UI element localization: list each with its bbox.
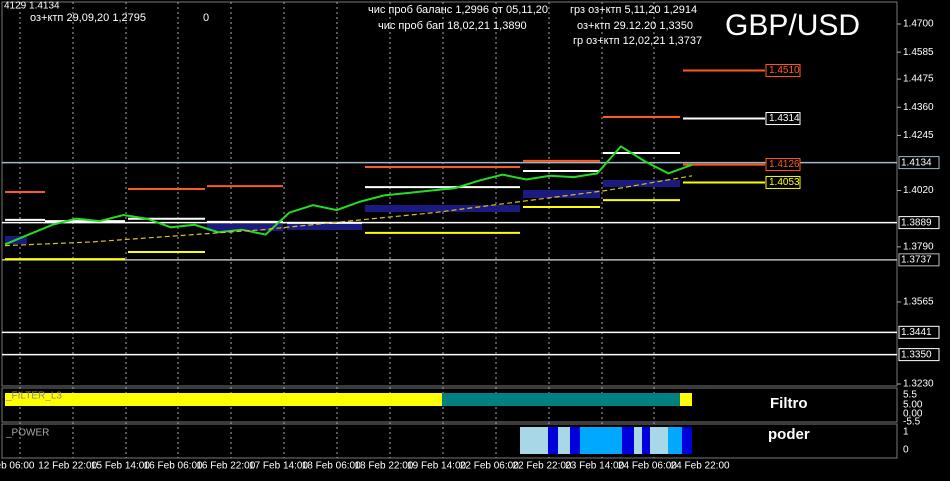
y-tick-label: 1.4700: [903, 19, 934, 30]
panel-tick: 1: [903, 427, 909, 438]
marker-box: [898, 216, 940, 230]
panel-name: _FILTER_L3: [5, 391, 62, 402]
marker-box: [898, 325, 940, 339]
y-tick-label: 1.3230: [903, 379, 934, 390]
filter-frame: [1, 387, 898, 423]
x-tick-label: eb 06:00: [0, 461, 35, 472]
filter-state: [5, 393, 442, 406]
day-separators: [19, 2, 655, 458]
panel-name: _POWER: [5, 428, 49, 439]
panel-tick: 5.5: [903, 390, 917, 401]
level-label: 1.4126: [769, 159, 800, 170]
x-tick-label: 22 Feb 06:00: [460, 461, 519, 472]
main-frame: [1, 1, 898, 387]
chart-title: GBP/USD: [725, 9, 860, 42]
annotation: 0: [203, 12, 209, 24]
power-blocks: [520, 427, 692, 454]
level-label: 1.4314: [769, 113, 800, 124]
power-frame: [1, 423, 898, 459]
filter-state: [680, 393, 692, 406]
x-tick-label: 18 Feb 22:00: [354, 461, 413, 472]
panel-label: Filtro: [770, 395, 808, 412]
y-tick-label: 1.4020: [903, 185, 934, 196]
level-box: [765, 175, 801, 189]
marker-box: [898, 253, 940, 267]
level-box: [765, 112, 801, 126]
marker-label: 1.3737: [901, 254, 932, 265]
x-tick-label: 15 Feb 14:00: [91, 461, 150, 472]
y-tick-label: 1.3565: [903, 297, 934, 308]
panel-tick: 0.00: [903, 409, 923, 420]
panel-label: poder: [768, 426, 810, 443]
annotation: грз оз+ктп 5,11,20 1,2914: [570, 4, 697, 16]
x-tick-label: 17 Feb 14:00: [249, 461, 308, 472]
level-box: [765, 64, 801, 78]
y-tick-label: 1.4585: [903, 47, 934, 58]
x-tick-label: 24 Feb 06:00: [618, 461, 677, 472]
filter-state: [442, 393, 680, 406]
annotation: чис проб бап 18,02,21 1,3890: [378, 20, 527, 32]
level-label: 1.4053: [769, 177, 800, 188]
panel-tick: 5.00: [903, 400, 923, 411]
level-box: [765, 158, 801, 172]
annotation: чис проб баланс 1,2996 от 05,11,20: [368, 4, 548, 16]
panel-tick: 0: [903, 445, 909, 456]
marker-label: 1.3889: [901, 217, 932, 228]
annotation: оз+ктп 29,09,20 1,2795: [30, 12, 146, 24]
x-tick-label: 19 Feb 14:00: [407, 461, 466, 472]
corner-label: 4129 1.4134: [4, 1, 60, 12]
marker-box: [898, 348, 940, 362]
x-tick-label: 22 Feb 22:00: [513, 461, 572, 472]
x-tick-label: 12 Feb 22:00: [38, 461, 97, 472]
annotation: оз+ктп 29.12.20 1,3350: [577, 20, 693, 32]
y-tick-label: 1.4360: [903, 102, 934, 113]
x-tick-label: 18 Feb 06:00: [302, 461, 361, 472]
x-tick-label: 16 Feb 22:00: [196, 461, 255, 472]
x-tick-label: 16 Feb 06:00: [144, 461, 203, 472]
x-tick-label: 23 Feb 14:00: [565, 461, 624, 472]
panel-tick: -5.5: [903, 417, 921, 428]
y-tick-label: 1.4475: [903, 74, 934, 85]
y-tick-label: 1.4245: [903, 130, 934, 141]
y-tick-label: 1.3790: [903, 241, 934, 252]
series-line: [4, 145, 693, 246]
level-label: 1.4510: [769, 65, 800, 76]
x-tick-label: 24 Feb 22:00: [671, 461, 730, 472]
marker-label: 1.3350: [901, 349, 932, 360]
annotation: гр оз+ктп 12,02,21 1,3737: [573, 35, 702, 47]
marker-box: [898, 156, 940, 170]
marker-label: 1.4134: [901, 157, 932, 168]
marker-label: 1.3441: [901, 327, 932, 338]
series-line: [4, 175, 693, 247]
